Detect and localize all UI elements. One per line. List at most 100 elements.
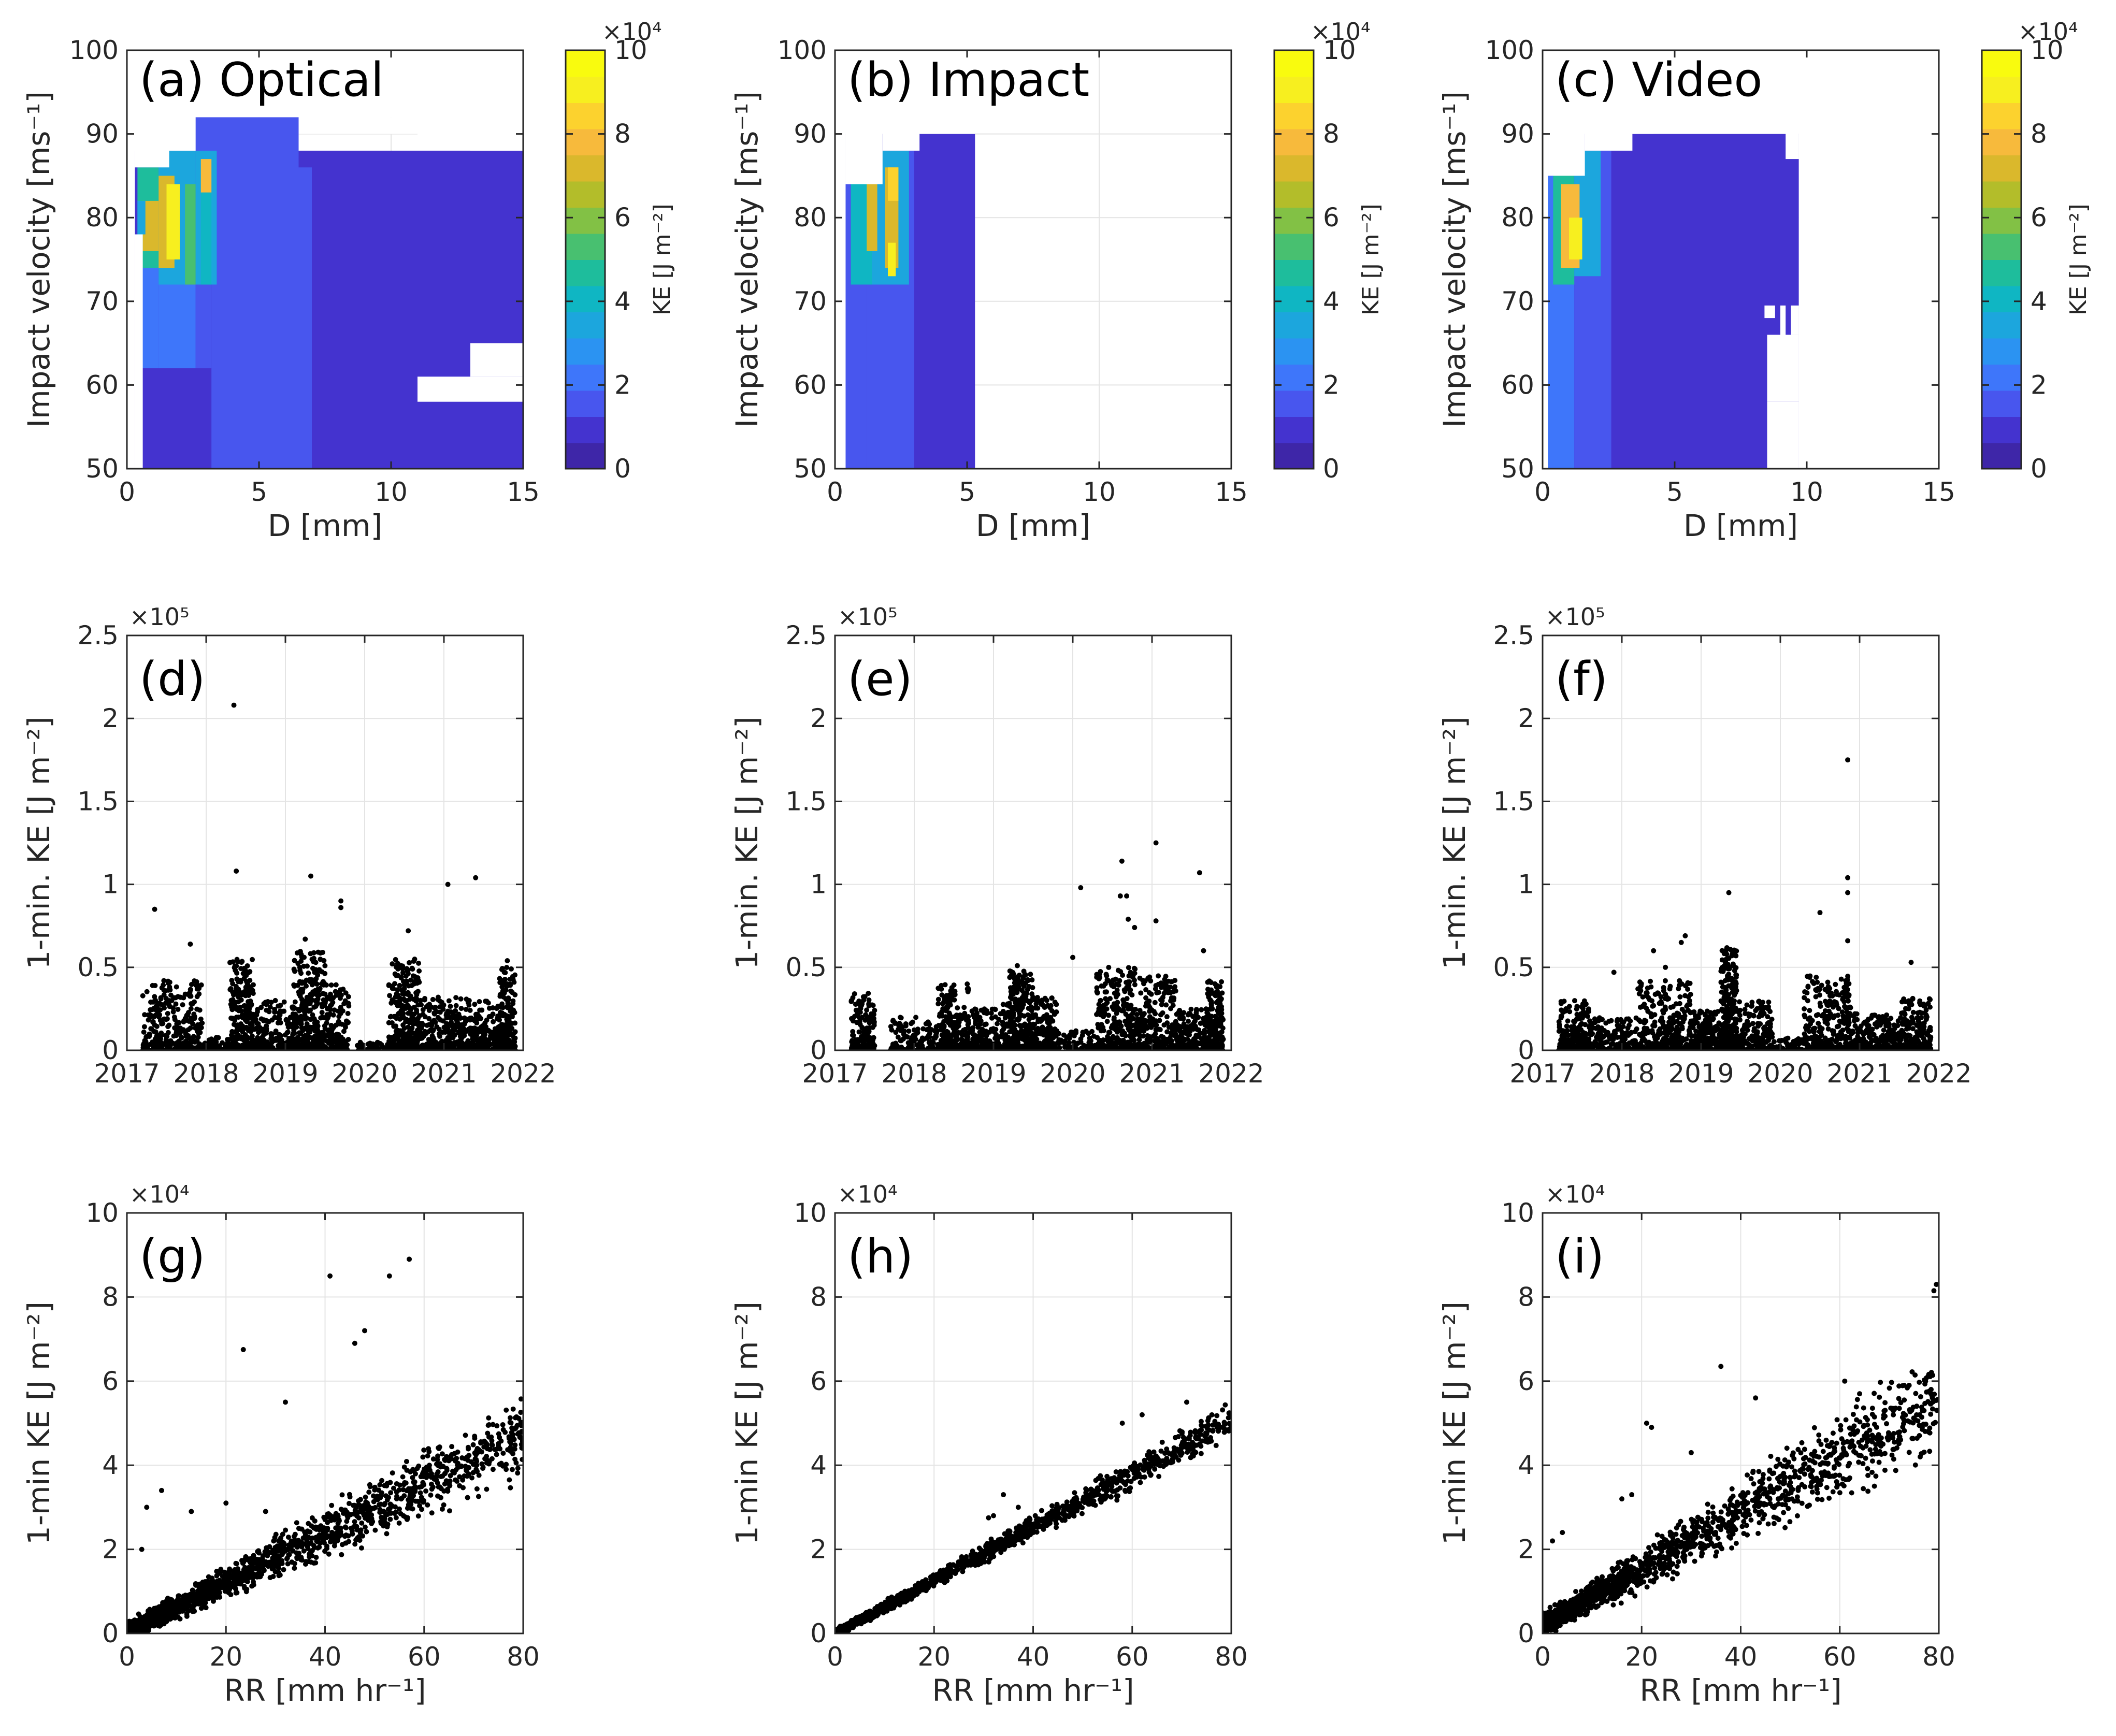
data-point <box>926 1021 931 1026</box>
colorbar-segment <box>566 233 605 260</box>
data-point <box>1136 1037 1142 1043</box>
data-point <box>188 987 194 993</box>
y-exponent: ×10⁵ <box>129 603 190 631</box>
colorbar-segment <box>566 259 605 286</box>
data-point <box>1134 1011 1140 1017</box>
data-point <box>871 1011 877 1017</box>
y-tick-label: 1 <box>102 870 119 900</box>
data-point <box>278 1008 283 1014</box>
data-point <box>193 982 199 988</box>
data-point <box>446 998 452 1004</box>
x-tick-label: 0 <box>119 477 135 507</box>
data-point <box>1016 985 1021 990</box>
heatmap-cell <box>200 159 212 193</box>
data-point <box>431 1037 437 1043</box>
data-point <box>141 1024 147 1030</box>
data-point <box>1102 1011 1108 1017</box>
data-point <box>249 1022 255 1028</box>
colorbar-tick-label: 10 <box>614 35 647 65</box>
data-point <box>175 1007 181 1012</box>
data-point <box>292 1011 298 1017</box>
data-point <box>1019 995 1025 1001</box>
data-point <box>1163 1002 1169 1008</box>
data-point <box>498 1035 503 1041</box>
data-point <box>853 1002 858 1007</box>
data-point <box>176 1020 182 1025</box>
data-point <box>235 1022 240 1028</box>
data-point <box>1106 964 1112 970</box>
y-tick-label: 60 <box>794 370 827 400</box>
data-point <box>308 1017 313 1022</box>
data-point <box>974 1015 980 1021</box>
data-point <box>423 1031 429 1036</box>
data-point <box>939 982 944 988</box>
data-point <box>414 976 420 982</box>
data-point <box>1213 1014 1218 1019</box>
colorbar-tick-label: 8 <box>1323 119 1340 149</box>
data-point <box>298 1019 304 1025</box>
data-point <box>1158 985 1164 990</box>
colorbar-tick-label: 6 <box>2031 202 2047 233</box>
data-point <box>1001 1025 1007 1031</box>
data-point <box>1157 1027 1163 1033</box>
data-point <box>449 1019 454 1025</box>
data-point <box>467 1007 473 1013</box>
data-point <box>1128 1031 1134 1037</box>
data-point <box>231 992 236 997</box>
colorbar-segment <box>1982 207 2021 234</box>
data-point <box>288 1038 294 1044</box>
data-point <box>426 1016 432 1021</box>
heatmap-empty-cell <box>882 50 920 151</box>
data-point <box>1042 1005 1047 1010</box>
data-point <box>310 1045 316 1050</box>
data-point <box>478 1016 484 1021</box>
data-point <box>1120 997 1126 1003</box>
colorbar-segment <box>1274 338 1314 365</box>
x-tick-label: 15 <box>1215 477 1248 507</box>
x-tick-label: 5 <box>251 477 267 507</box>
data-point <box>295 961 301 966</box>
data-point <box>314 981 320 987</box>
data-point <box>857 1009 863 1015</box>
data-point <box>920 1047 926 1050</box>
data-point <box>996 1017 1002 1022</box>
data-point <box>161 982 166 988</box>
data-point <box>315 1035 321 1041</box>
data-point <box>992 1007 998 1012</box>
heatmap-empty-cell <box>1632 50 1654 134</box>
x-tick-label: 2018 <box>173 1059 239 1089</box>
data-point <box>320 1034 326 1040</box>
data-point <box>329 1044 335 1049</box>
data-point <box>1173 988 1178 994</box>
data-point <box>497 1014 502 1019</box>
data-point <box>174 984 179 990</box>
data-point <box>182 1016 188 1021</box>
data-point <box>283 1017 289 1023</box>
data-point <box>272 1015 278 1020</box>
data-point <box>469 1025 474 1031</box>
y-axis-label: Impact velocity [ms⁻¹] <box>729 91 765 428</box>
data-point <box>1164 1029 1170 1035</box>
data-point <box>314 992 320 997</box>
data-point <box>965 989 971 994</box>
data-point <box>940 1001 945 1006</box>
data-point <box>409 983 414 989</box>
data-point <box>186 1018 192 1024</box>
data-point <box>238 977 243 983</box>
data-point <box>898 1038 904 1044</box>
data-point <box>951 1025 956 1031</box>
colorbar-tick-label: 2 <box>1323 370 1340 400</box>
colorbar-segment <box>1982 181 2021 208</box>
y-tick-label: 60 <box>1501 370 1534 400</box>
data-point-outlier <box>303 936 308 942</box>
data-point <box>452 1032 457 1038</box>
data-point <box>304 977 309 983</box>
data-point <box>414 980 420 986</box>
data-point <box>319 1015 325 1020</box>
data-point <box>144 989 150 994</box>
data-point <box>512 1029 518 1035</box>
data-point <box>849 998 855 1004</box>
colorbar-tick-label: 6 <box>1323 202 1340 233</box>
data-point <box>319 1009 325 1015</box>
data-point <box>1212 981 1218 987</box>
